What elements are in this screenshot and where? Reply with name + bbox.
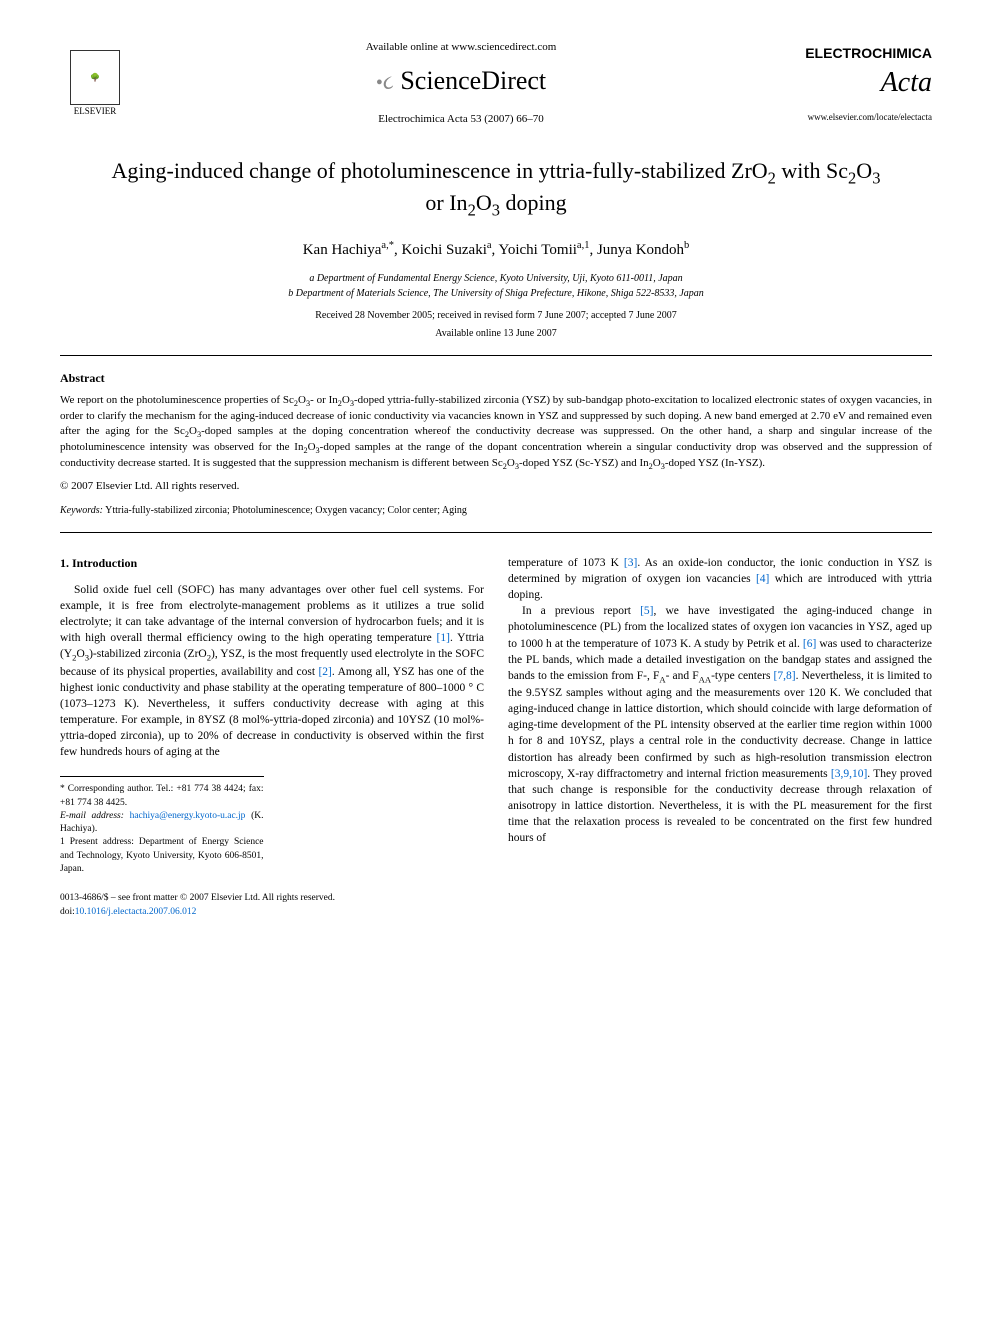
corresponding-author: * Corresponding author. Tel.: +81 774 38… bbox=[60, 783, 264, 810]
brand-name-script: Acta bbox=[792, 63, 932, 102]
keywords-label: Keywords: bbox=[60, 505, 103, 516]
body-columns: 1. Introduction Solid oxide fuel cell (S… bbox=[60, 555, 932, 919]
received-dates: Received 28 November 2005; received in r… bbox=[60, 309, 932, 323]
abstract-text: We report on the photoluminescence prope… bbox=[60, 393, 932, 473]
center-header: Available online at www.sciencedirect.co… bbox=[130, 40, 792, 127]
keywords-line: Keywords: Yttria-fully-stabilized zircon… bbox=[60, 504, 932, 518]
sciencedirect-logo: •૮ ScienceDirect bbox=[130, 63, 792, 99]
brand-name-top: ELECTROCHIMICA bbox=[792, 44, 932, 64]
abstract-heading: Abstract bbox=[60, 370, 932, 387]
journal-url: www.elsevier.com/locate/electacta bbox=[792, 111, 932, 124]
present-address: 1 Present address: Department of Energy … bbox=[60, 836, 264, 876]
doi-line: doi:10.1016/j.electacta.2007.06.012 bbox=[60, 906, 484, 919]
issn-line: 0013-4686/$ – see front matter © 2007 El… bbox=[60, 892, 484, 905]
affiliations: a Department of Fundamental Energy Scien… bbox=[60, 271, 932, 301]
abstract-copyright: © 2007 Elsevier Ltd. All rights reserved… bbox=[60, 479, 932, 494]
column-right: temperature of 1073 K [3]. As an oxide-i… bbox=[508, 555, 932, 919]
paper-title: Aging-induced change of photoluminescenc… bbox=[100, 157, 892, 221]
footnotes-block: * Corresponding author. Tel.: +81 774 38… bbox=[60, 776, 264, 876]
elsevier-label: ELSEVIER bbox=[74, 105, 117, 118]
sciencedirect-text: ScienceDirect bbox=[400, 66, 546, 95]
authors-line: Kan Hachiyaa,*, Koichi Suzakia, Yoichi T… bbox=[60, 239, 932, 261]
header-row: 🌳 ELSEVIER Available online at www.scien… bbox=[60, 40, 932, 127]
journal-reference: Electrochimica Acta 53 (2007) 66–70 bbox=[130, 112, 792, 127]
elsevier-tree-icon: 🌳 bbox=[70, 50, 120, 105]
affiliation-b: b Department of Materials Science, The U… bbox=[60, 286, 932, 301]
column-left: 1. Introduction Solid oxide fuel cell (S… bbox=[60, 555, 484, 919]
divider-top bbox=[60, 355, 932, 356]
journal-brand: ELECTROCHIMICA Acta www.elsevier.com/loc… bbox=[792, 44, 932, 123]
doi-value[interactable]: 10.1016/j.electacta.2007.06.012 bbox=[75, 907, 197, 917]
available-online-text: Available online at www.sciencedirect.co… bbox=[130, 40, 792, 55]
intro-heading: 1. Introduction bbox=[60, 555, 484, 572]
author-email[interactable]: hachiya@energy.kyoto-u.ac.jp bbox=[130, 811, 246, 821]
intro-col2-p1: temperature of 1073 K [3]. As an oxide-i… bbox=[508, 555, 932, 603]
sd-swoosh-icon: •૮ bbox=[376, 72, 394, 94]
keywords-text: Yttria-fully-stabilized zirconia; Photol… bbox=[103, 505, 467, 516]
intro-col2-p2: In a previous report [5], we have invest… bbox=[508, 603, 932, 846]
available-date: Available online 13 June 2007 bbox=[60, 327, 932, 341]
email-label: E-mail address: bbox=[60, 811, 124, 821]
email-line: E-mail address: hachiya@energy.kyoto-u.a… bbox=[60, 810, 264, 837]
intro-col1-p1: Solid oxide fuel cell (SOFC) has many ad… bbox=[60, 582, 484, 760]
doi-label: doi: bbox=[60, 907, 75, 917]
affiliation-a: a Department of Fundamental Energy Scien… bbox=[60, 271, 932, 286]
elsevier-logo: 🌳 ELSEVIER bbox=[60, 44, 130, 124]
divider-bottom bbox=[60, 532, 932, 533]
